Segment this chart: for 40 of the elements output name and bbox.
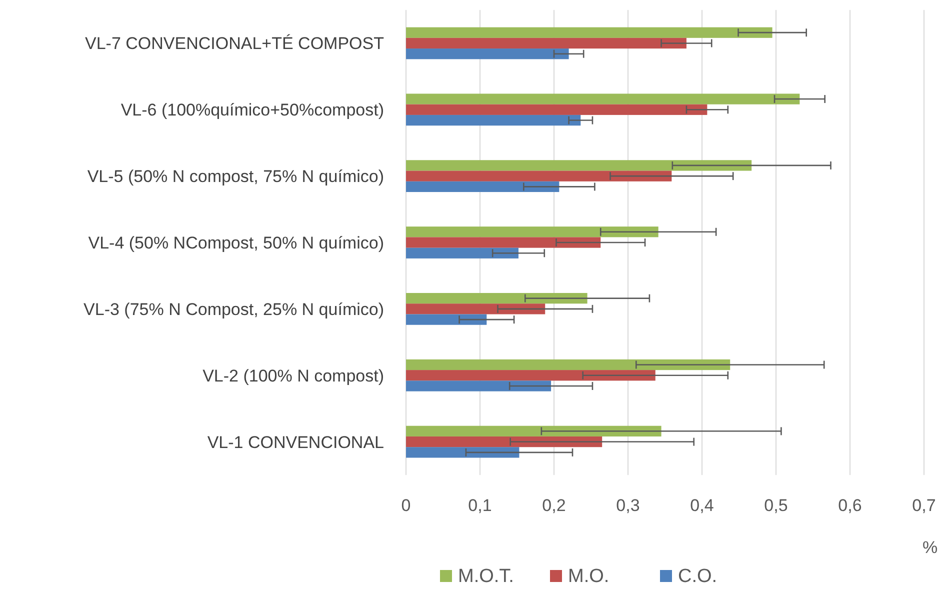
- bar: [406, 370, 656, 381]
- bar: [406, 181, 560, 192]
- y-tick-label: VL-3 (75% N Compost, 25% N químico): [84, 300, 384, 319]
- x-axis-title: %: [922, 538, 938, 557]
- y-tick-label: VL-5 (50% N compost, 75% N químico): [87, 167, 384, 186]
- bar: [406, 314, 487, 325]
- bar: [406, 48, 569, 60]
- bar: [406, 27, 772, 38]
- bar: [406, 38, 686, 49]
- bar: [406, 104, 708, 115]
- y-tick-label: VL-2 (100% N compost): [202, 366, 384, 386]
- bar: [406, 436, 602, 448]
- bar: [406, 426, 662, 436]
- x-tick-label: 0,2: [542, 496, 566, 515]
- x-tick-label: 0,3: [616, 496, 640, 515]
- y-tick-label: VL-7 CONVENCIONAL+TÉ COMPOST: [85, 34, 384, 54]
- bar: [406, 248, 518, 258]
- x-tick-label: 0,1: [468, 496, 492, 515]
- bar: [406, 226, 658, 238]
- y-tick-label: VL-4 (50% NCompost, 50% N químico): [88, 234, 384, 252]
- bar: [406, 170, 672, 182]
- bar: [406, 447, 520, 458]
- bar: [406, 359, 730, 370]
- x-tick-label: 0,7: [912, 496, 936, 515]
- y-tick-label: VL-1 CONVENCIONAL: [207, 432, 384, 452]
- bar: [406, 380, 552, 392]
- bar: [406, 304, 546, 314]
- bar: [406, 292, 588, 304]
- y-tick-label: VL-6 (100%químico+50%compost): [120, 100, 384, 120]
- bar: [406, 160, 752, 171]
- x-tick-label: 0,5: [764, 496, 788, 515]
- x-tick-label: 0,6: [838, 496, 862, 515]
- x-tick-label: 0: [401, 496, 411, 515]
- legend-label: C.O.: [678, 566, 718, 587]
- bar: [406, 114, 581, 126]
- x-tick-label: 0,4: [690, 496, 714, 515]
- bar: [406, 237, 601, 248]
- legend-label: M.O.: [568, 566, 610, 587]
- bar: [406, 94, 800, 104]
- legend-label: M.O.T.: [458, 566, 514, 587]
